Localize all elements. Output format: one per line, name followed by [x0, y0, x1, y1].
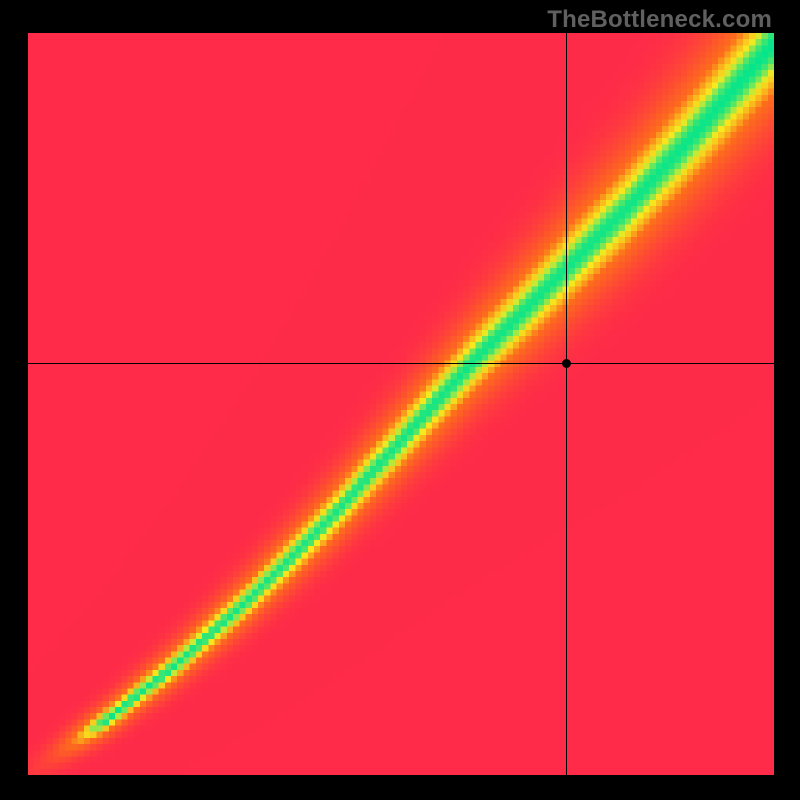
- plot-area: [27, 32, 773, 774]
- chart-container: TheBottleneck.com: [0, 0, 800, 800]
- crosshair-vertical: [566, 33, 567, 775]
- watermark: TheBottleneck.com: [547, 6, 772, 34]
- crosshair-horizontal: [28, 363, 774, 364]
- heatmap-canvas: [28, 33, 774, 775]
- crosshair-marker: [562, 359, 571, 368]
